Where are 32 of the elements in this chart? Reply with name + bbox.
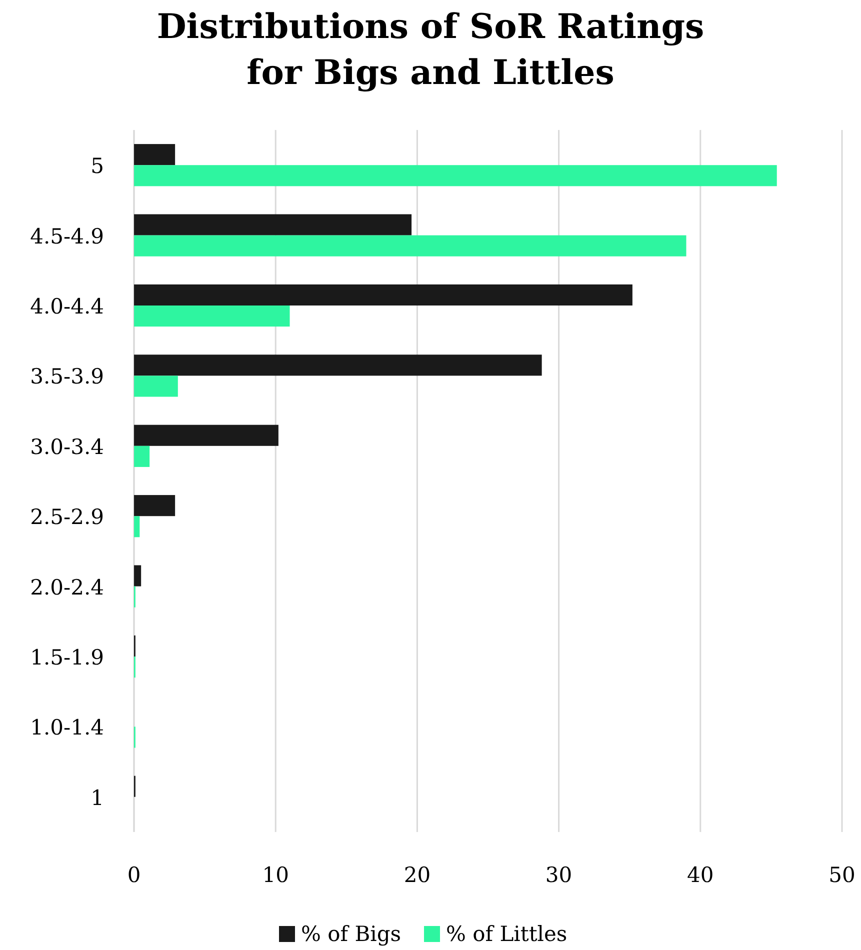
y-tick-label: 1.0-1.4 (30, 716, 104, 740)
y-tick-label: 2.5-2.9 (30, 505, 104, 530)
bar (134, 565, 142, 586)
x-tick-label: 50 (828, 863, 856, 887)
bar (134, 306, 290, 327)
x-tick-label: 0 (127, 863, 141, 887)
y-tick-label: 3.0-3.4 (30, 434, 104, 459)
x-tick-label: 10 (262, 863, 289, 887)
bar (134, 495, 176, 516)
bar (134, 235, 686, 256)
x-tick-label: 40 (687, 863, 714, 887)
y-tick-label: 1 (90, 786, 104, 810)
x-tick-label: 20 (404, 863, 431, 887)
x-tick-label: 30 (545, 863, 572, 887)
legend-label: % of Littles (446, 922, 568, 946)
y-tick-label: 4.5-4.9 (30, 224, 104, 248)
y-tick-label: 1.5-1.9 (30, 646, 104, 670)
bar (134, 284, 632, 306)
bar (134, 214, 412, 236)
bar (134, 144, 176, 166)
bar (134, 446, 150, 467)
bar (134, 376, 178, 397)
bar (134, 424, 278, 446)
legend-label: % of Bigs (301, 922, 402, 946)
y-tick-label: 4.0-4.4 (30, 294, 104, 318)
chart-title: Distributions of SoR Ratings for Bigs and Littles (156, 7, 704, 93)
y-tick-label: 3.5-3.9 (30, 364, 104, 389)
bar (134, 165, 777, 186)
y-tick-label: 2.0-2.4 (30, 575, 104, 600)
y-tick-label: 5 (90, 154, 104, 178)
bar (134, 516, 140, 538)
bar (134, 354, 542, 376)
